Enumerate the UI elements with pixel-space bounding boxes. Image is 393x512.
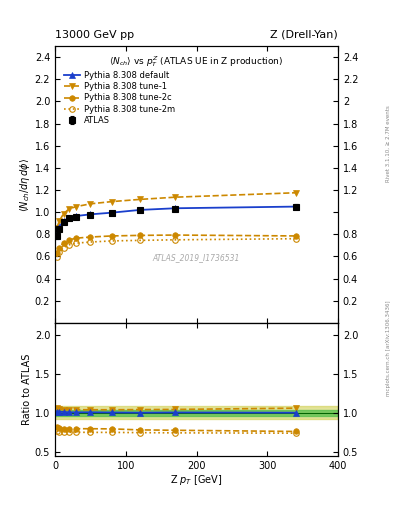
Pythia 8.308 default	[173, 205, 178, 211]
Pythia 8.308 tune-2c	[54, 249, 59, 255]
Pythia 8.308 tune-2c	[173, 232, 178, 238]
X-axis label: Z $p_T$ [GeV]: Z $p_T$ [GeV]	[170, 473, 223, 487]
Text: ATLAS_2019_I1736531: ATLAS_2019_I1736531	[153, 253, 240, 262]
Line: Pythia 8.308 tune-1: Pythia 8.308 tune-1	[54, 189, 299, 231]
Pythia 8.308 default	[138, 207, 142, 213]
Line: Pythia 8.308 default: Pythia 8.308 default	[54, 203, 299, 238]
Pythia 8.308 tune-1	[88, 201, 93, 207]
Pythia 8.308 tune-1	[74, 204, 79, 210]
Pythia 8.308 tune-2c	[57, 245, 62, 251]
Pythia 8.308 default	[109, 209, 114, 216]
Bar	[55, 407, 338, 419]
Text: $\langle N_{ch}\rangle$ vs $p_T^Z$ (ATLAS UE in Z production): $\langle N_{ch}\rangle$ vs $p_T^Z$ (ATLA…	[109, 54, 284, 69]
Pythia 8.308 tune-2c	[293, 233, 298, 239]
Pythia 8.308 tune-2m	[67, 242, 72, 248]
Y-axis label: Ratio to ATLAS: Ratio to ATLAS	[22, 354, 32, 425]
Legend: Pythia 8.308 default, Pythia 8.308 tune-1, Pythia 8.308 tune-2c, Pythia 8.308 tu: Pythia 8.308 default, Pythia 8.308 tune-…	[62, 70, 176, 126]
Bar	[55, 410, 338, 416]
Pythia 8.308 tune-1	[173, 194, 178, 200]
Line: Pythia 8.308 tune-2c: Pythia 8.308 tune-2c	[54, 232, 298, 255]
Pythia 8.308 tune-2c	[109, 233, 114, 239]
Pythia 8.308 tune-1	[293, 189, 298, 196]
Pythia 8.308 tune-2m	[293, 236, 298, 242]
Pythia 8.308 default	[88, 211, 93, 218]
Pythia 8.308 default	[54, 231, 59, 238]
Pythia 8.308 tune-2c	[74, 235, 79, 241]
Text: 13000 GeV pp: 13000 GeV pp	[55, 30, 134, 40]
Pythia 8.308 tune-1	[54, 225, 59, 231]
Text: Z (Drell-Yan): Z (Drell-Yan)	[270, 30, 338, 40]
Pythia 8.308 tune-1	[57, 218, 62, 224]
Pythia 8.308 tune-2m	[109, 238, 114, 244]
Pythia 8.308 tune-1	[138, 196, 142, 202]
Pythia 8.308 tune-2c	[67, 237, 72, 243]
Text: Rivet 3.1.10, ≥ 2.7M events: Rivet 3.1.10, ≥ 2.7M events	[386, 105, 391, 182]
Pythia 8.308 tune-2m	[74, 240, 79, 246]
Pythia 8.308 tune-2c	[88, 234, 93, 240]
Y-axis label: $\langle N_{ch}/d\eta\,d\phi\rangle$: $\langle N_{ch}/d\eta\,d\phi\rangle$	[18, 157, 32, 211]
Pythia 8.308 default	[67, 215, 72, 221]
Pythia 8.308 default	[61, 218, 66, 224]
Pythia 8.308 tune-2m	[61, 245, 66, 251]
Pythia 8.308 tune-2c	[61, 240, 66, 246]
Pythia 8.308 tune-2m	[88, 239, 93, 245]
Pythia 8.308 tune-2m	[57, 249, 62, 255]
Pythia 8.308 default	[57, 224, 62, 230]
Pythia 8.308 tune-2c	[138, 232, 142, 239]
Pythia 8.308 tune-2m	[54, 254, 59, 260]
Pythia 8.308 tune-1	[109, 199, 114, 205]
Line: Pythia 8.308 tune-2m: Pythia 8.308 tune-2m	[54, 236, 298, 260]
Pythia 8.308 default	[74, 213, 79, 219]
Pythia 8.308 tune-1	[67, 206, 72, 212]
Pythia 8.308 tune-2m	[173, 237, 178, 243]
Pythia 8.308 tune-1	[61, 211, 66, 217]
Pythia 8.308 tune-2m	[138, 237, 142, 243]
Text: mcplots.cern.ch [arXiv:1306.3436]: mcplots.cern.ch [arXiv:1306.3436]	[386, 301, 391, 396]
Pythia 8.308 default	[293, 204, 298, 210]
